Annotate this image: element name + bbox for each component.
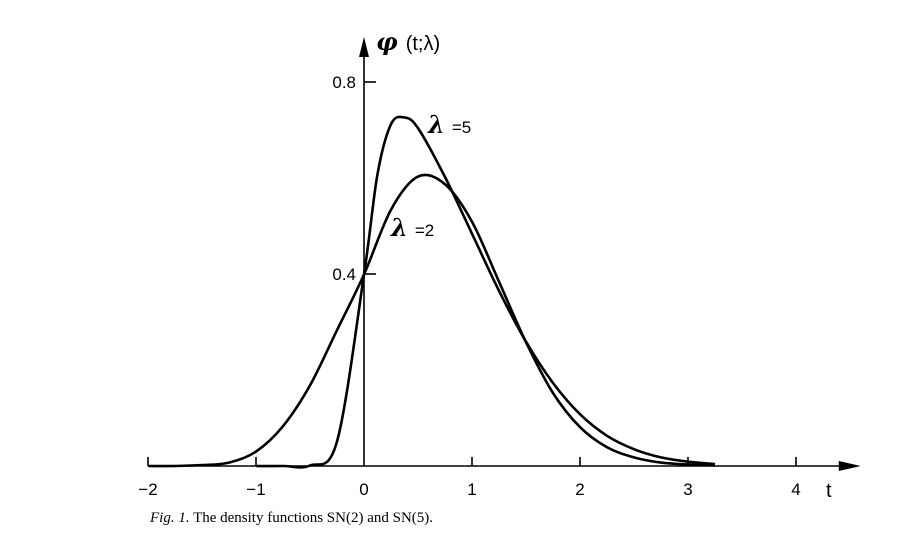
caption-figure-number: Fig. 1. [150, 510, 190, 526]
x-tick-label: 2 [575, 480, 584, 499]
series-curve-0 [147, 173, 716, 468]
axes [148, 37, 861, 471]
x-tick-label: 3 [683, 480, 692, 499]
x-ticks: −2 −1 0 1 2 3 4 [138, 457, 801, 499]
y-axis-label: φ (t;λ) [376, 27, 440, 56]
y-tick-label: 0.4 [332, 265, 356, 284]
series-label-lambda-2-symbol: λ [390, 213, 408, 242]
x-tick-label: 0 [359, 480, 368, 499]
series-curves [147, 115, 716, 469]
x-axis-arrow [838, 461, 861, 471]
series-label-lambda-5: λ =5 [427, 110, 471, 139]
y-ticks: 0.4 0.8 [332, 73, 376, 284]
series-label-lambda-2-value: =2 [415, 221, 434, 240]
x-tick-label: −1 [246, 480, 265, 499]
figure-caption: Fig. 1. The density functions SN(2) and … [150, 510, 433, 527]
x-tick-label: −2 [138, 480, 157, 499]
x-axis-label: t [826, 480, 832, 500]
series-curve-1 [255, 115, 716, 469]
series-label-lambda-5-value: =5 [452, 118, 471, 137]
series-label-lambda-2: λ =2 [390, 213, 434, 242]
x-tick-label: 4 [791, 480, 800, 499]
series-label-lambda-5-symbol: λ [427, 110, 445, 139]
y-axis-arrow [359, 37, 369, 57]
chart-canvas: −2 −1 0 1 2 3 4 0.4 0.8 t φ (t;λ) λ =2 λ =5 [138, 27, 861, 502]
x-tick-label: 1 [467, 480, 476, 499]
caption-text: The density functions SN(2) and SN(5). [193, 510, 434, 526]
y-axis-label-symbol: φ [376, 27, 398, 56]
y-axis-label-args: (t;λ) [406, 33, 440, 55]
y-tick-label: 0.8 [332, 73, 356, 92]
